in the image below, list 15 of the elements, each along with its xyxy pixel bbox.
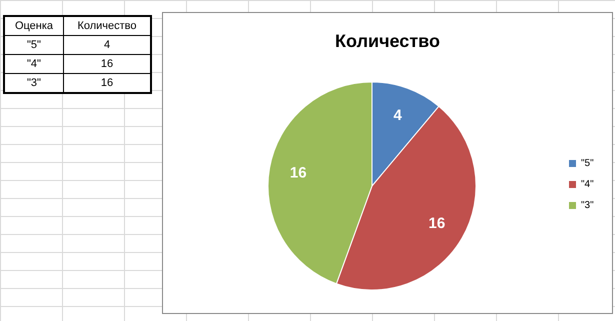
text: Оценка	[4, 16, 64, 36]
data-label: 4	[393, 107, 402, 124]
text: Количество	[64, 16, 151, 36]
legend-label: "5"	[581, 158, 594, 169]
text: 16	[64, 54, 151, 74]
chart-title: Количество	[334, 31, 441, 52]
legend-label: "4"	[581, 179, 594, 190]
text: 4	[64, 36, 151, 54]
text: "5"	[4, 36, 64, 54]
legend-label: "3"	[581, 200, 594, 211]
text: 16	[64, 74, 151, 93]
text: "4"	[4, 54, 64, 74]
data-label: 16	[290, 164, 307, 182]
text: "3"	[4, 74, 64, 93]
data-label: 16	[428, 214, 446, 232]
